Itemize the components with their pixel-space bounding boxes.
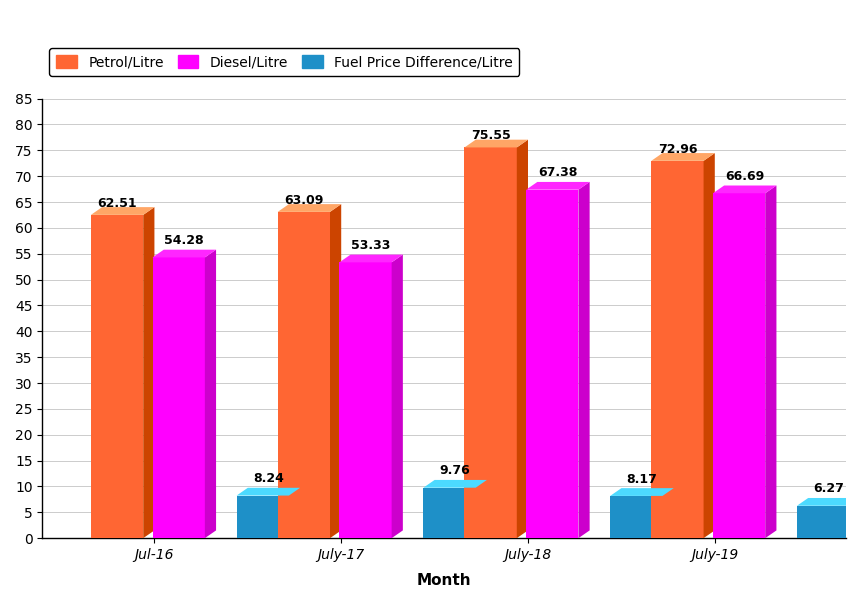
Bar <box>423 488 475 538</box>
Bar <box>525 190 578 538</box>
Text: 63.09: 63.09 <box>284 194 323 207</box>
Bar <box>712 193 765 538</box>
Bar <box>464 148 517 538</box>
Legend: Petrol/Litre, Diesel/Litre, Fuel Price Difference/Litre: Petrol/Litre, Diesel/Litre, Fuel Price D… <box>49 48 519 76</box>
Polygon shape <box>651 153 714 161</box>
Polygon shape <box>464 140 528 148</box>
Text: 66.69: 66.69 <box>724 170 764 183</box>
Bar <box>152 257 205 538</box>
Polygon shape <box>662 488 673 538</box>
Text: 75.55: 75.55 <box>470 129 510 142</box>
Text: 62.51: 62.51 <box>97 197 137 210</box>
Polygon shape <box>288 488 300 538</box>
Text: 54.28: 54.28 <box>164 234 204 247</box>
Bar <box>236 496 288 538</box>
Text: 6.27: 6.27 <box>812 482 843 496</box>
Polygon shape <box>423 480 486 488</box>
Text: 8.24: 8.24 <box>252 472 283 485</box>
Polygon shape <box>610 488 673 496</box>
Polygon shape <box>712 186 776 193</box>
Polygon shape <box>848 498 859 538</box>
Polygon shape <box>152 250 216 257</box>
Polygon shape <box>475 480 486 538</box>
Polygon shape <box>339 254 402 262</box>
Polygon shape <box>236 488 300 496</box>
Bar <box>90 215 143 538</box>
Polygon shape <box>330 204 341 538</box>
Polygon shape <box>525 182 589 190</box>
X-axis label: Month: Month <box>416 573 471 588</box>
Bar <box>651 161 703 538</box>
Polygon shape <box>205 250 216 538</box>
Polygon shape <box>90 207 154 215</box>
Bar <box>277 212 330 538</box>
Polygon shape <box>796 498 859 506</box>
Bar <box>339 262 391 538</box>
Polygon shape <box>277 204 341 212</box>
Text: 8.17: 8.17 <box>626 473 657 485</box>
Text: 67.38: 67.38 <box>537 166 577 179</box>
Polygon shape <box>391 254 402 538</box>
Polygon shape <box>578 182 589 538</box>
Text: 9.76: 9.76 <box>439 464 470 478</box>
Text: 53.33: 53.33 <box>351 239 390 252</box>
Polygon shape <box>765 186 776 538</box>
Text: 72.96: 72.96 <box>657 143 697 156</box>
Polygon shape <box>703 153 714 538</box>
Bar <box>796 506 848 538</box>
Bar <box>610 496 662 538</box>
Polygon shape <box>517 140 528 538</box>
Polygon shape <box>143 207 154 538</box>
